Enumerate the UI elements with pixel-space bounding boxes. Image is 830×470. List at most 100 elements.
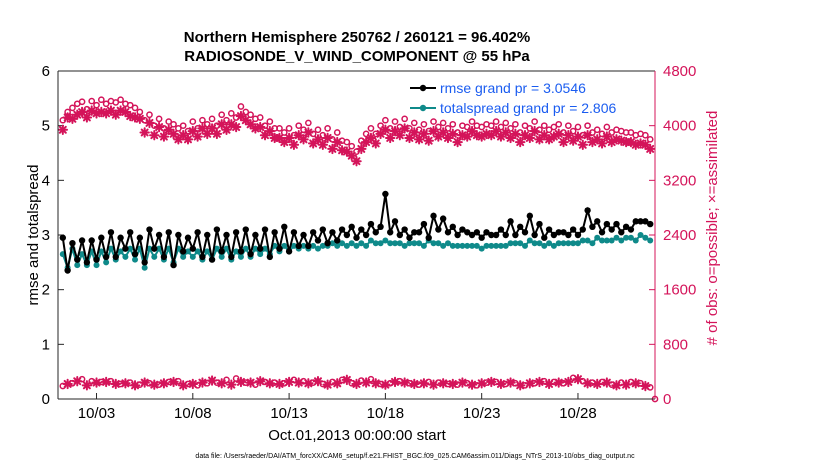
rmse-point <box>646 220 654 228</box>
obs-assimilated-point <box>428 379 439 390</box>
obs-possible-point <box>146 111 153 119</box>
rmse-point <box>589 223 596 230</box>
rmse-point <box>69 240 76 247</box>
obs-assimilated-point-stroke <box>285 133 294 142</box>
obs-assimilated-point <box>312 376 324 387</box>
totalspread-point <box>647 237 654 244</box>
obs-assimilated-point-stroke <box>299 135 308 144</box>
obs-possible-point <box>434 123 442 131</box>
rmse-point <box>117 234 124 241</box>
totalspread-point <box>579 237 586 244</box>
obs-assimilated-point <box>423 135 434 146</box>
rmse-point <box>464 229 471 236</box>
rmse-point <box>338 226 346 233</box>
totalspread-point <box>141 264 148 271</box>
obs-assimilated-point <box>307 138 319 149</box>
totalspread-point <box>541 242 548 249</box>
obs-assimilated-point <box>452 136 463 148</box>
obs-possible-point <box>179 122 187 130</box>
obs-assimilated-point <box>529 125 540 137</box>
obs-assimilated-point-stroke <box>573 132 582 141</box>
obs-assimilated-point-stroke <box>188 127 197 136</box>
totalspread-point <box>194 248 201 255</box>
y-axis-label-right: # of obs: o=possible; ×=assimilated <box>704 111 721 346</box>
rmse-point <box>237 248 245 255</box>
totalspread-point <box>449 242 456 249</box>
obs-assimilated-point <box>129 380 141 391</box>
obs-possible-point <box>521 122 529 130</box>
rmse-point <box>406 234 413 241</box>
obs-possible-point <box>593 126 601 134</box>
obs-assimilated-point-stroke <box>314 377 322 386</box>
totalspread-point <box>363 242 370 249</box>
rmse-point <box>497 226 505 233</box>
obs-assimilated-point-stroke <box>155 123 164 132</box>
obs-assimilated-point-stroke <box>289 140 298 149</box>
rmse-point <box>382 190 389 198</box>
obs-assimilated-point <box>110 378 121 390</box>
totalspread-point <box>613 234 620 241</box>
obs-assimilated-point <box>558 136 569 148</box>
totalspread-point <box>184 248 191 255</box>
obs-assimilated-point <box>259 130 271 141</box>
obs-assimilated-point <box>255 121 266 133</box>
totalspread-point <box>396 240 403 247</box>
rmse-point <box>59 234 67 241</box>
totalspread-point <box>469 242 476 249</box>
totalspread-point <box>353 242 360 249</box>
totalspread-point <box>319 242 326 249</box>
totalspread-point <box>127 245 134 252</box>
rmse-point <box>444 229 452 236</box>
obs-possible-point <box>463 123 471 131</box>
obs-assimilated-point <box>577 139 588 150</box>
obs-possible-point <box>256 114 264 121</box>
rmse-point <box>93 256 100 263</box>
y-left-tick-label: 0 <box>42 391 50 408</box>
obs-possible-point <box>203 120 211 128</box>
rmse-point <box>309 229 317 236</box>
rmse-point <box>285 248 293 255</box>
obs-assimilated-point <box>322 132 333 144</box>
obs-assimilated-point-stroke <box>410 379 419 388</box>
rmse-point <box>613 220 620 228</box>
obs-assimilated-point <box>553 377 564 388</box>
totalspread-point <box>339 240 346 247</box>
x-tick-label: 10/03 <box>78 405 116 422</box>
obs-assimilated-point-stroke <box>626 138 635 147</box>
rmse-point <box>545 226 553 233</box>
obs-assimilated-point-stroke <box>381 125 390 134</box>
rmse-point <box>377 223 384 230</box>
obs-assimilated-point-stroke <box>275 133 284 142</box>
totalspread-point <box>218 253 225 260</box>
obs-assimilated-point <box>303 127 314 138</box>
obs-possible-point <box>218 111 226 119</box>
y-right-tick-label: 4000 <box>663 118 696 135</box>
obs-assimilated-point-stroke <box>241 116 250 125</box>
obs-assimilated-point <box>370 378 381 389</box>
totalspread-point <box>334 242 341 249</box>
obs-possible-point <box>555 120 563 128</box>
obs-assimilated-point <box>57 124 69 135</box>
rmse-point <box>632 218 639 225</box>
obs-assimilated-point <box>399 377 410 388</box>
rmse-point <box>78 237 86 244</box>
obs-assimilated-point <box>158 131 170 142</box>
obs-assimilated-point <box>149 130 160 141</box>
obs-possible-point <box>93 101 100 109</box>
obs-possible-point <box>603 123 611 131</box>
obs-assimilated-point <box>149 379 160 390</box>
obs-possible-point <box>102 100 110 108</box>
obs-assimilated-point <box>230 121 242 133</box>
obs-assimilated-point <box>592 378 603 390</box>
obs-possible-point <box>189 118 197 125</box>
rmse-point <box>266 253 274 261</box>
obs-possible-point <box>502 119 510 127</box>
obs-possible-point <box>112 99 120 106</box>
totalspread-point <box>536 240 543 247</box>
obs-assimilated-point-stroke <box>78 108 87 116</box>
totalspread-point <box>117 248 124 255</box>
totalspread-point <box>435 240 442 247</box>
obs-assimilated-point-stroke <box>102 377 111 386</box>
rmse-point <box>334 237 341 244</box>
rmse-point <box>257 245 264 252</box>
